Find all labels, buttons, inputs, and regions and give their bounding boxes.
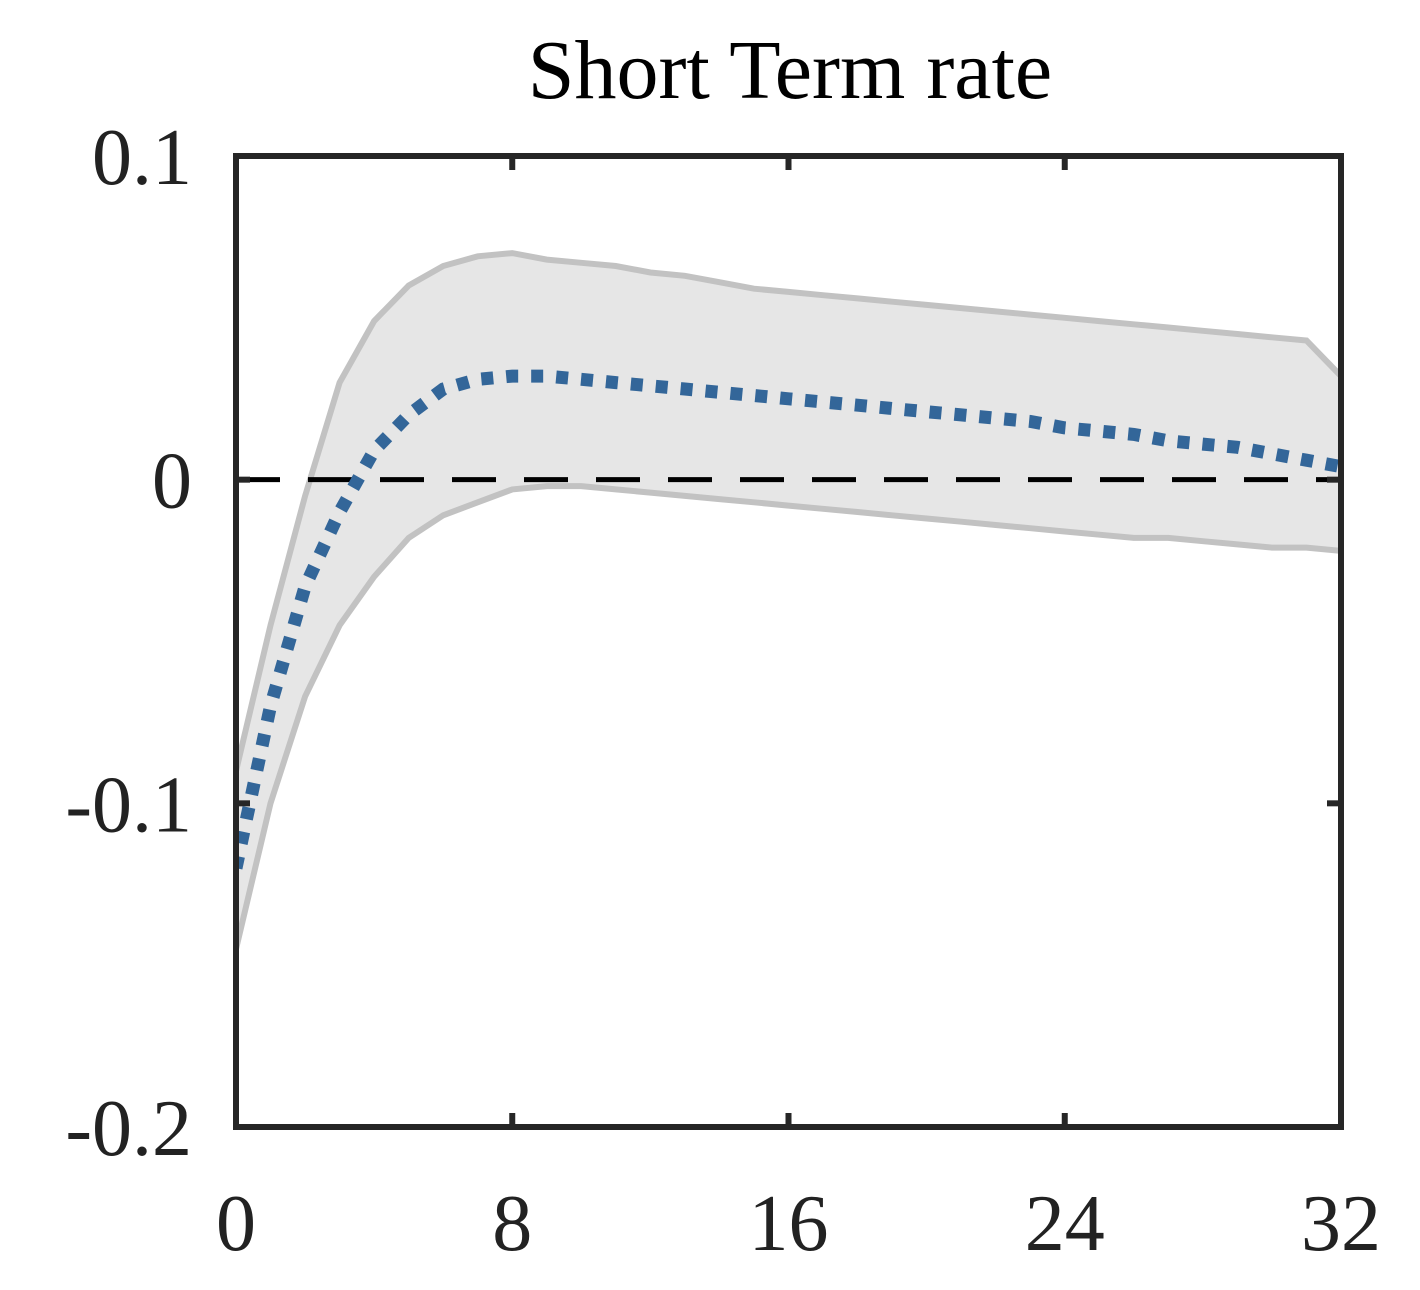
y-tick-label: -0.1 [65,761,192,849]
x-tick-label: 32 [1301,1180,1381,1268]
chart-title: Short Term rate [528,24,1052,117]
confidence-band [236,253,1341,950]
x-tick-label: 16 [749,1180,829,1268]
median-series-line [236,369,1341,870]
y-tick-label: 0.1 [92,114,192,202]
band-upper-edge [236,250,1341,772]
x-tick-label: 24 [1025,1180,1105,1268]
y-tick-label: -0.2 [65,1085,192,1173]
band-lower-edge [236,483,1341,950]
y-tick-label: 0 [152,438,192,526]
x-tick-label: 8 [492,1180,532,1268]
x-tick-label: 0 [216,1180,256,1268]
plot-series-group [236,250,1341,950]
plot-area [236,250,1341,950]
axes: 0 8 16 24 32 -0.2 -0.1 0 0.1 [65,114,1381,1268]
